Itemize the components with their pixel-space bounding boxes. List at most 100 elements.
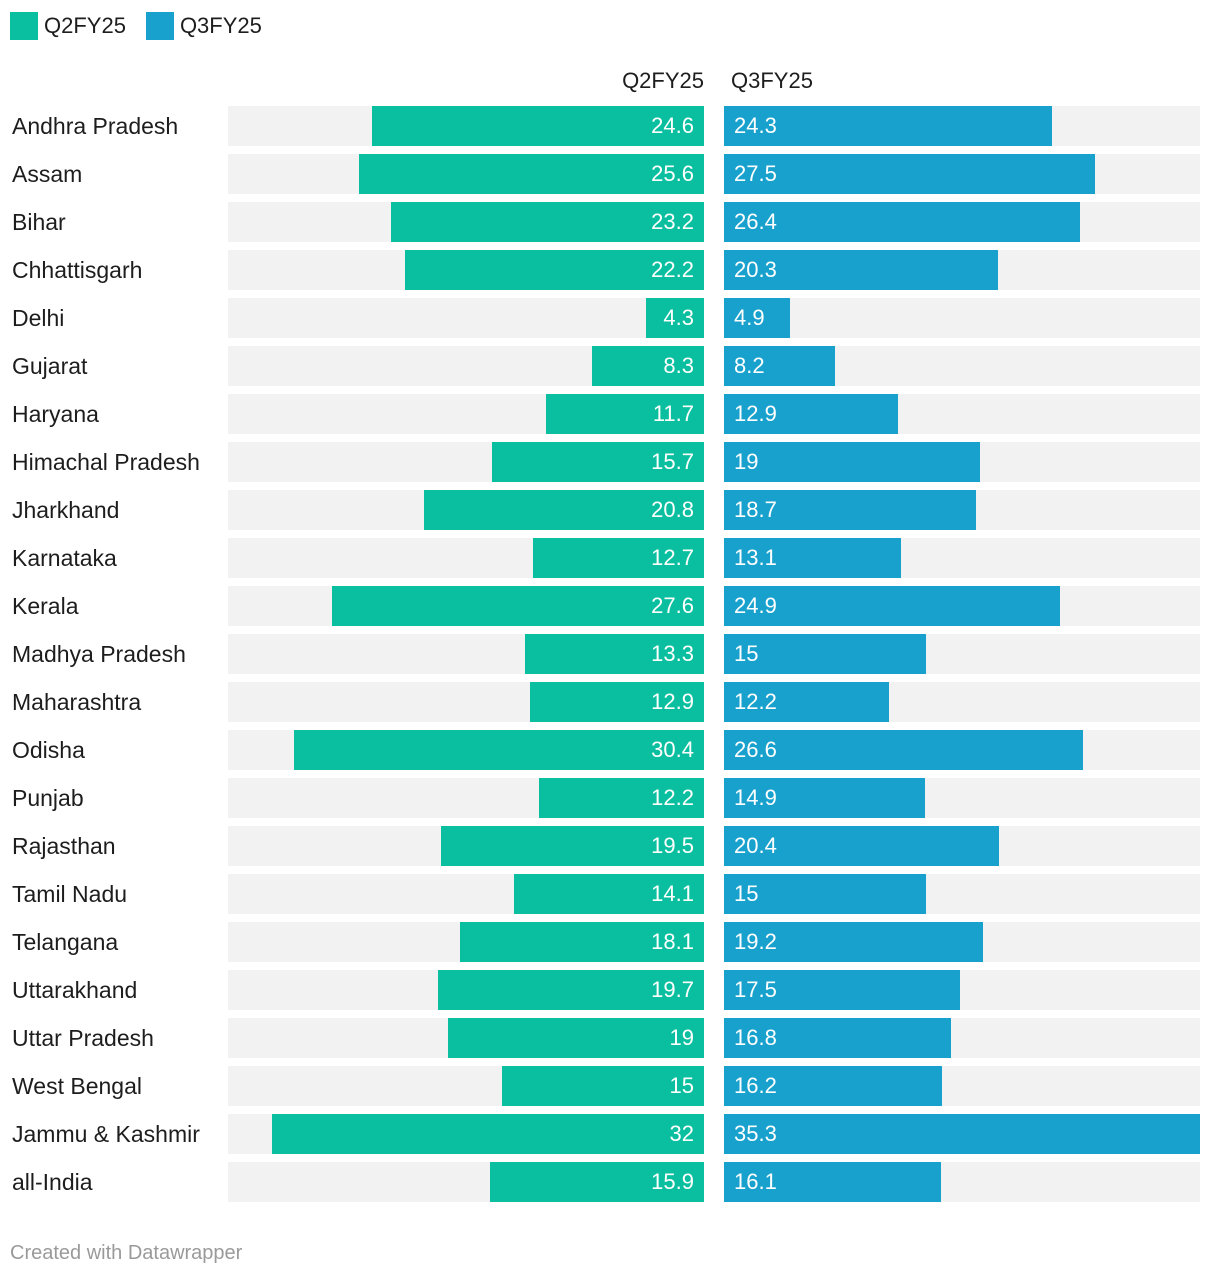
category-label-odisha: Odisha [12,737,85,763]
bar-q3fy25-all-india [724,1162,941,1202]
bar-q3fy25-madhya-pradesh [724,634,926,674]
bar-q2fy25-odisha [294,730,704,770]
value-label-q3fy25-madhya-pradesh: 15 [734,641,759,666]
value-label-q3fy25-gujarat: 8.2 [734,353,765,378]
bar-track-q3fy25-himachal-pradesh: 19 [724,442,1200,482]
bar-track-q3fy25-kerala: 24.9 [724,586,1200,626]
value-label-q2fy25-odisha: 30.4 [651,737,694,762]
bar-q3fy25-uttar-pradesh [724,1018,951,1058]
bar-track-q3fy25-jharkhand: 18.7 [724,490,1200,530]
bar-q2fy25-uttar-pradesh [448,1018,704,1058]
bar-q2fy25-madhya-pradesh [525,634,704,674]
category-label-tamil-nadu: Tamil Nadu [12,881,128,907]
category-label-karnataka: Karnataka [12,545,117,571]
row-chhattisgarh: Chhattisgarh 22.2 20.3 [0,250,1220,290]
row-kerala: Kerala 27.6 24.9 [0,586,1220,626]
bar-track-q2fy25-andhra-pradesh: 24.6 [228,106,704,146]
bar-track-q2fy25-bihar: 23.2 [228,202,704,242]
bar-q3fy25-himachal-pradesh [724,442,980,482]
category-label-uttar-pradesh: Uttar Pradesh [12,1025,154,1051]
bar-track-q2fy25-west-bengal: 15 [228,1066,704,1106]
value-label-q2fy25-gujarat: 8.3 [663,353,694,378]
value-label-q2fy25-bihar: 23.2 [651,209,694,234]
row-assam: Assam 25.6 27.5 [0,154,1220,194]
legend-swatch-q3fy25 [145,12,174,40]
bar-track-q3fy25-jammu-and-kashmir: 35.3 [724,1114,1200,1154]
category-label-rajasthan: Rajasthan [12,833,116,859]
row-maharashtra: Maharashtra 12.9 12.2 [0,682,1220,722]
value-label-q3fy25-karnataka: 13.1 [734,545,777,570]
bar-q2fy25-punjab [539,778,704,818]
bar-track-q2fy25-telangana: 18.1 [228,922,704,962]
bar-track-q3fy25-karnataka: 13.1 [724,538,1200,578]
value-label-q2fy25-punjab: 12.2 [651,785,694,810]
category-label-himachal-pradesh: Himachal Pradesh [12,449,200,475]
value-label-q2fy25-maharashtra: 12.9 [651,689,694,714]
row-andhra-pradesh: Andhra Pradesh 24.6 24.3 [0,106,1220,146]
category-label-jharkhand: Jharkhand [12,497,120,523]
bar-q3fy25-tamil-nadu [724,874,926,914]
bar-track-q2fy25-punjab: 12.2 [228,778,704,818]
bar-q2fy25-maharashtra [530,682,704,722]
bar-q2fy25-west-bengal [502,1066,704,1106]
row-madhya-pradesh: Madhya Pradesh 13.3 15 [0,634,1220,674]
value-label-q2fy25-telangana: 18.1 [651,929,694,954]
category-label-bihar: Bihar [12,209,66,235]
legend-label-q3fy25: Q3FY25 [179,13,262,38]
row-telangana: Telangana 18.1 19.2 [0,922,1220,962]
value-label-q2fy25-chhattisgarh: 22.2 [651,257,694,282]
bar-track-q3fy25-delhi: 4.9 [724,298,1200,338]
bar-q3fy25-west-bengal [724,1066,942,1106]
value-label-q3fy25-jammu-and-kashmir: 35.3 [734,1121,777,1146]
row-tamil-nadu: Tamil Nadu 14.1 15 [0,874,1220,914]
bar-track-q2fy25-assam: 25.6 [228,154,704,194]
category-label-assam: Assam [12,161,83,187]
bar-track-q3fy25-bihar: 26.4 [724,202,1200,242]
category-label-uttarakhand: Uttarakhand [12,977,138,1003]
bar-track-q2fy25-tamil-nadu: 14.1 [228,874,704,914]
row-odisha: Odisha 30.4 26.6 [0,730,1220,770]
bar-q2fy25-chhattisgarh [405,250,704,290]
column-header-q2fy25: Q2FY25 [622,68,704,93]
legend-item-q3fy25: Q3FY25 [145,12,262,40]
bar-q3fy25-assam [724,154,1095,194]
row-all-india: all-India 15.9 16.1 [0,1162,1220,1202]
row-delhi: Delhi 4.3 4.9 [0,298,1220,338]
bar-q3fy25-jharkhand [724,490,976,530]
bar-track-q3fy25-madhya-pradesh: 15 [724,634,1200,674]
value-label-q2fy25-himachal-pradesh: 15.7 [651,449,694,474]
value-label-q3fy25-uttar-pradesh: 16.8 [734,1025,777,1050]
bar-track-q3fy25-chhattisgarh: 20.3 [724,250,1200,290]
value-label-q2fy25-karnataka: 12.7 [651,545,694,570]
value-label-q2fy25-uttarakhand: 19.7 [651,977,694,1002]
value-label-q3fy25-jharkhand: 18.7 [734,497,777,522]
bar-q2fy25-uttarakhand [438,970,704,1010]
bar-track-q3fy25-tamil-nadu: 15 [724,874,1200,914]
row-bihar: Bihar 23.2 26.4 [0,202,1220,242]
bar-q2fy25-bihar [391,202,704,242]
bar-q2fy25-andhra-pradesh [372,106,704,146]
category-label-andhra-pradesh: Andhra Pradesh [12,113,179,139]
bar-q2fy25-delhi [646,298,704,338]
bar-track-q3fy25-odisha: 26.6 [724,730,1200,770]
legend-label-q2fy25: Q2FY25 [44,13,126,38]
value-label-q3fy25-delhi: 4.9 [734,305,765,330]
bar-q3fy25-odisha [724,730,1083,770]
bar-track-q2fy25-maharashtra: 12.9 [228,682,704,722]
bar-track-q2fy25-himachal-pradesh: 15.7 [228,442,704,482]
row-west-bengal: West Bengal 15 16.2 [0,1066,1220,1106]
value-label-q2fy25-assam: 25.6 [651,161,694,186]
bar-track-q2fy25-delhi: 4.3 [228,298,704,338]
bar-track-q3fy25-west-bengal: 16.2 [724,1066,1200,1106]
bar-q2fy25-rajasthan [441,826,704,866]
bar-q3fy25-uttarakhand [724,970,960,1010]
value-label-q2fy25-tamil-nadu: 14.1 [651,881,694,906]
row-uttarakhand: Uttarakhand 19.7 17.5 [0,970,1220,1010]
row-jharkhand: Jharkhand 20.8 18.7 [0,490,1220,530]
category-label-kerala: Kerala [12,593,79,619]
bar-q3fy25-maharashtra [724,682,889,722]
footer-credit: Created with Datawrapper [10,1242,243,1264]
bar-track-q3fy25-all-india: 16.1 [724,1162,1200,1202]
bar-q2fy25-haryana [546,394,704,434]
bar-track-q3fy25-uttarakhand: 17.5 [724,970,1200,1010]
